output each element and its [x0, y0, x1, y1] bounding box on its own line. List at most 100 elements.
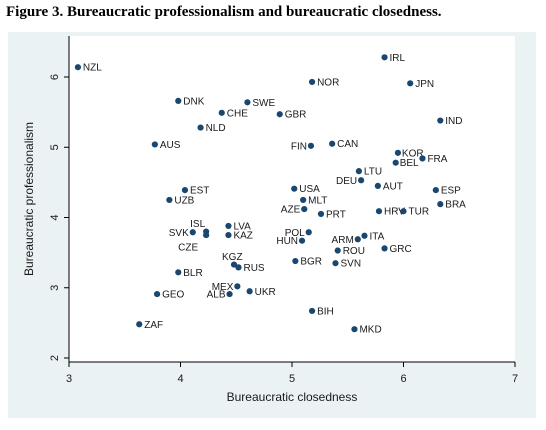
data-point-kor [394, 149, 402, 156]
y-tick-label: 5 [49, 144, 61, 150]
point-label-aus: AUS [160, 140, 181, 151]
data-point-prt [317, 210, 325, 218]
data-point-deu [358, 177, 365, 184]
data-point-usa [291, 185, 298, 192]
y-axis-title: Bureaucratic professionalism [22, 122, 36, 276]
data-point-dnk [175, 97, 182, 104]
data-point-uzb [166, 196, 173, 204]
data-point-nld [197, 124, 204, 131]
point-label-nzl: NZL [83, 63, 102, 74]
data-point-kgz [230, 261, 238, 268]
data-point-aus [151, 141, 158, 148]
data-point-can [329, 140, 336, 147]
data-point-lva [225, 222, 232, 230]
point-label-che: CHE [227, 108, 248, 119]
data-point-rou [334, 247, 341, 254]
point-label-hrv: HRV [384, 207, 405, 218]
point-label-hun: HUN [276, 236, 298, 247]
point-label-kor: KOR [402, 148, 424, 159]
point-label-svk: SVK [169, 228, 189, 239]
data-point-hun [298, 237, 306, 244]
point-label-ita: ITA [369, 231, 384, 242]
data-point-esp [432, 187, 439, 194]
point-label-nor: NOR [317, 77, 339, 88]
point-label-bgr: BGR [300, 257, 322, 268]
data-point-swe [244, 99, 251, 106]
point-label-jpn: JPN [415, 79, 434, 90]
data-point-ita [361, 232, 368, 239]
point-label-swe: SWE [252, 98, 275, 109]
point-label-kgz: KGZ [222, 252, 243, 263]
point-label-fin: FIN [291, 141, 307, 152]
data-point-rus [235, 264, 242, 271]
data-point-geo [153, 290, 161, 298]
data-point-gbr [276, 111, 283, 118]
point-label-mkd: MKD [359, 325, 381, 336]
y-tick-label: 4 [49, 214, 61, 220]
data-point-pol [305, 229, 312, 236]
point-label-rou: ROU [343, 246, 365, 257]
point-label-est: EST [190, 186, 209, 197]
point-label-ltu: LTU [364, 167, 382, 178]
data-point-svn [332, 260, 339, 267]
point-label-uzb: UZB [174, 195, 194, 206]
x-tick-label: 4 [177, 373, 183, 385]
point-label-isl: ISL [190, 219, 205, 230]
data-point-ltu [355, 168, 362, 175]
point-label-aze: AZE [281, 205, 301, 216]
data-point-aze [301, 205, 308, 213]
point-label-cze: CZE [178, 243, 198, 254]
data-point-jpn [407, 80, 414, 87]
x-tick-label: 5 [289, 373, 295, 385]
point-label-nld: NLD [206, 123, 226, 134]
data-point-ukr [246, 288, 253, 295]
point-label-pol: POL [285, 228, 305, 239]
point-label-geo: GEO [162, 290, 184, 301]
x-tick-label: 6 [400, 373, 406, 385]
data-point-zaf [136, 321, 143, 328]
data-point-grc [381, 245, 388, 252]
point-label-esp: ESP [441, 186, 461, 197]
point-label-ind: IND [445, 116, 462, 127]
data-point-nzl [74, 64, 82, 71]
y-tick-label: 6 [49, 74, 61, 80]
point-label-arm: ARM [332, 235, 354, 246]
plot-area [69, 36, 515, 362]
point-label-kaz: KAZ [233, 231, 252, 242]
y-tick-label: 2 [49, 355, 61, 361]
point-label-prt: PRT [326, 209, 346, 220]
point-label-deu: DEU [336, 176, 357, 187]
figure-title: Figure 3. Bureaucratic professionalism a… [6, 4, 442, 20]
point-label-irl: IRL [390, 53, 406, 64]
data-point-irl [381, 54, 388, 61]
data-point-kaz [225, 231, 232, 239]
data-point-hrv [375, 208, 383, 215]
point-label-rus: RUS [243, 263, 264, 274]
point-label-aut: AUT [383, 181, 403, 192]
point-label-lva: LVA [233, 221, 251, 232]
x-tick-label: 3 [66, 373, 72, 385]
data-point-mex [234, 283, 241, 290]
x-axis-title: Bureaucratic closedness [227, 390, 358, 404]
data-point-bgr [292, 257, 299, 265]
data-point-fin [307, 142, 315, 149]
data-point-svk [189, 229, 196, 236]
data-point-aut [374, 182, 381, 189]
data-point-fra [419, 155, 426, 162]
point-label-bel: BEL [400, 158, 419, 169]
data-point-est [181, 187, 189, 194]
data-point-che [218, 109, 225, 116]
data-point-mkd [351, 326, 358, 333]
y-axis-ticks: 2 3 4 5 6 [49, 74, 69, 361]
point-label-alb: ALB [207, 290, 226, 301]
point-label-zaf: ZAF [144, 320, 163, 331]
point-label-bra: BRA [445, 200, 466, 211]
point-label-tur: TUR [409, 207, 430, 218]
point-label-bih: BIH [317, 306, 334, 317]
x-tick-label: 7 [512, 373, 518, 385]
point-label-blr: BLR [183, 268, 202, 279]
point-label-gbr: GBR [285, 110, 307, 121]
point-label-svn: SVN [340, 259, 361, 270]
